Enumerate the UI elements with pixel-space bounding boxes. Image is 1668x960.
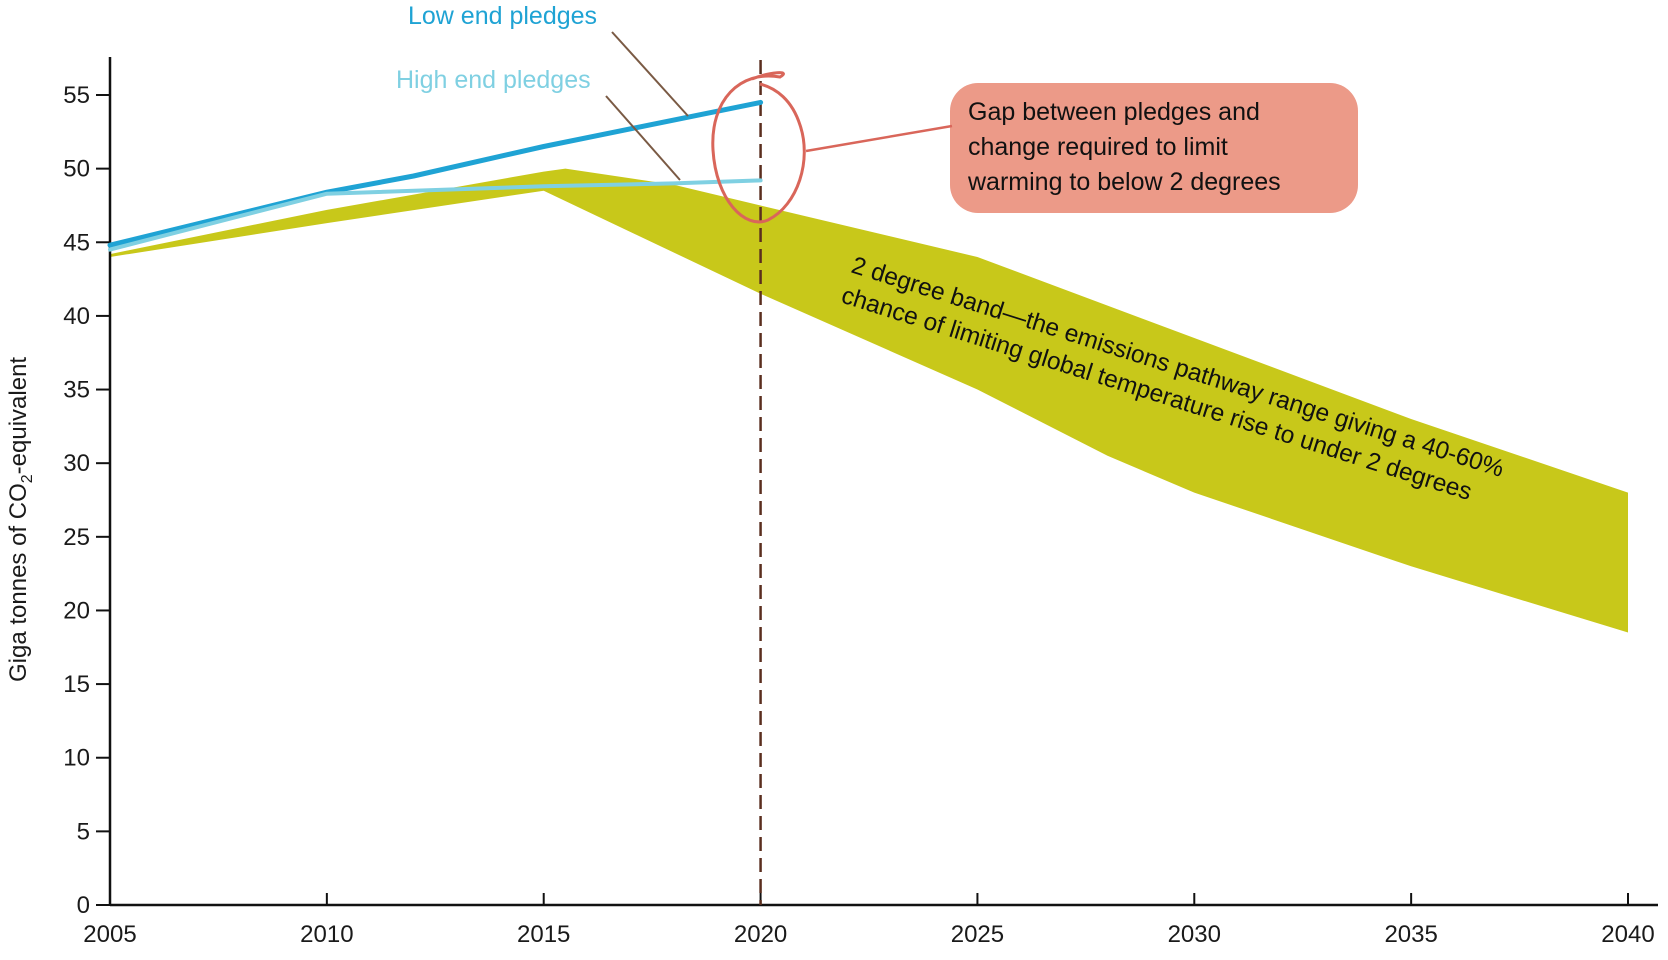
y-tick-label-25: 25 [63, 524, 90, 551]
y-tick-label-45: 45 [63, 229, 90, 256]
gap-callout-line-2: change required to limit [968, 133, 1228, 161]
x-tick-label-2040: 2040 [1601, 921, 1654, 948]
y-tick-label-35: 35 [63, 377, 90, 404]
two-degree-band-layer [110, 168, 1628, 633]
series-layer: Low end pledges High end pledges [107, 2, 764, 252]
x-tick-label-2010: 2010 [300, 921, 353, 948]
low-end-pledges-label: Low end pledges [408, 2, 597, 30]
x-tick-label-2025: 2025 [951, 921, 1004, 948]
y-axis-title-prefix: Giga tonnes of CO [5, 483, 32, 682]
high-end-pledges-leader-line [605, 95, 681, 181]
y-tick-label-50: 50 [63, 156, 90, 183]
two-degree-band [110, 168, 1628, 633]
gap-callout-box [950, 83, 1358, 213]
y-axis-title-subscript: 2 [19, 474, 36, 483]
x-tick-label-2020: 2020 [734, 921, 787, 948]
y-tick-label-40: 40 [63, 303, 90, 330]
x-tick-label-2035: 2035 [1384, 921, 1437, 948]
y-tick-label-5: 5 [77, 818, 90, 845]
gap-callout-connector [805, 124, 953, 153]
y-tick-label-30: 30 [63, 450, 90, 477]
low-end-pledges-leader-line [611, 31, 689, 117]
gap-circle [711, 71, 806, 224]
y-tick-label-55: 55 [63, 82, 90, 109]
y-tick-label-0: 0 [77, 892, 90, 919]
high-end-pledges-label: High end pledges [396, 66, 591, 94]
x-tick-label-2030: 2030 [1168, 921, 1221, 948]
x-tick-label-2015: 2015 [517, 921, 570, 948]
x-tick-label-2005: 2005 [83, 921, 136, 948]
gap-callout-line-3: warming to below 2 degrees [967, 168, 1281, 196]
y-tick-label-20: 20 [63, 597, 90, 624]
gap-callout-line-1: Gap between pledges and [968, 98, 1260, 126]
y-axis-title-suffix: -equivalent [5, 357, 32, 475]
y-tick-label-10: 10 [63, 745, 90, 772]
y-axis-title: Giga tonnes of CO2-equivalent [5, 357, 36, 682]
y-tick-label-15: 15 [63, 671, 90, 698]
